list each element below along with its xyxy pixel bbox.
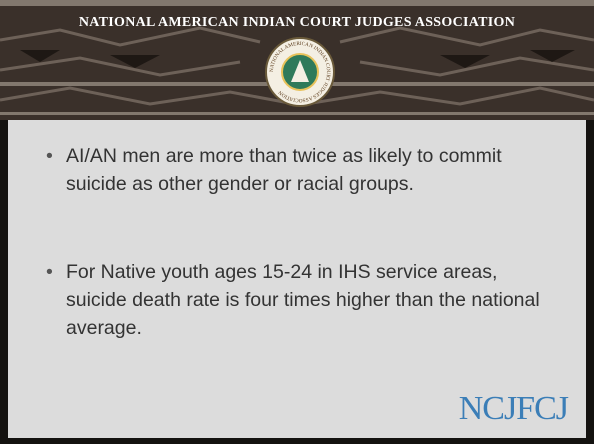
bullet: AI/AN men are more than twice as likely … (46, 142, 556, 198)
bullet: For Native youth ages 15-24 in IHS servi… (46, 258, 556, 342)
content-area: AI/AN men are more than twice as likely … (8, 120, 586, 438)
bullet-list: AI/AN men are more than twice as likely … (44, 142, 556, 402)
footer-logo: NCJFCJ (458, 390, 569, 427)
header-title: NATIONAL AMERICAN INDIAN COURT JUDGES AS… (79, 15, 515, 30)
header-banner: NATIONAL AMERICAN INDIAN COURT JUDGES AS… (0, 0, 594, 120)
logo-emblem (291, 60, 309, 82)
